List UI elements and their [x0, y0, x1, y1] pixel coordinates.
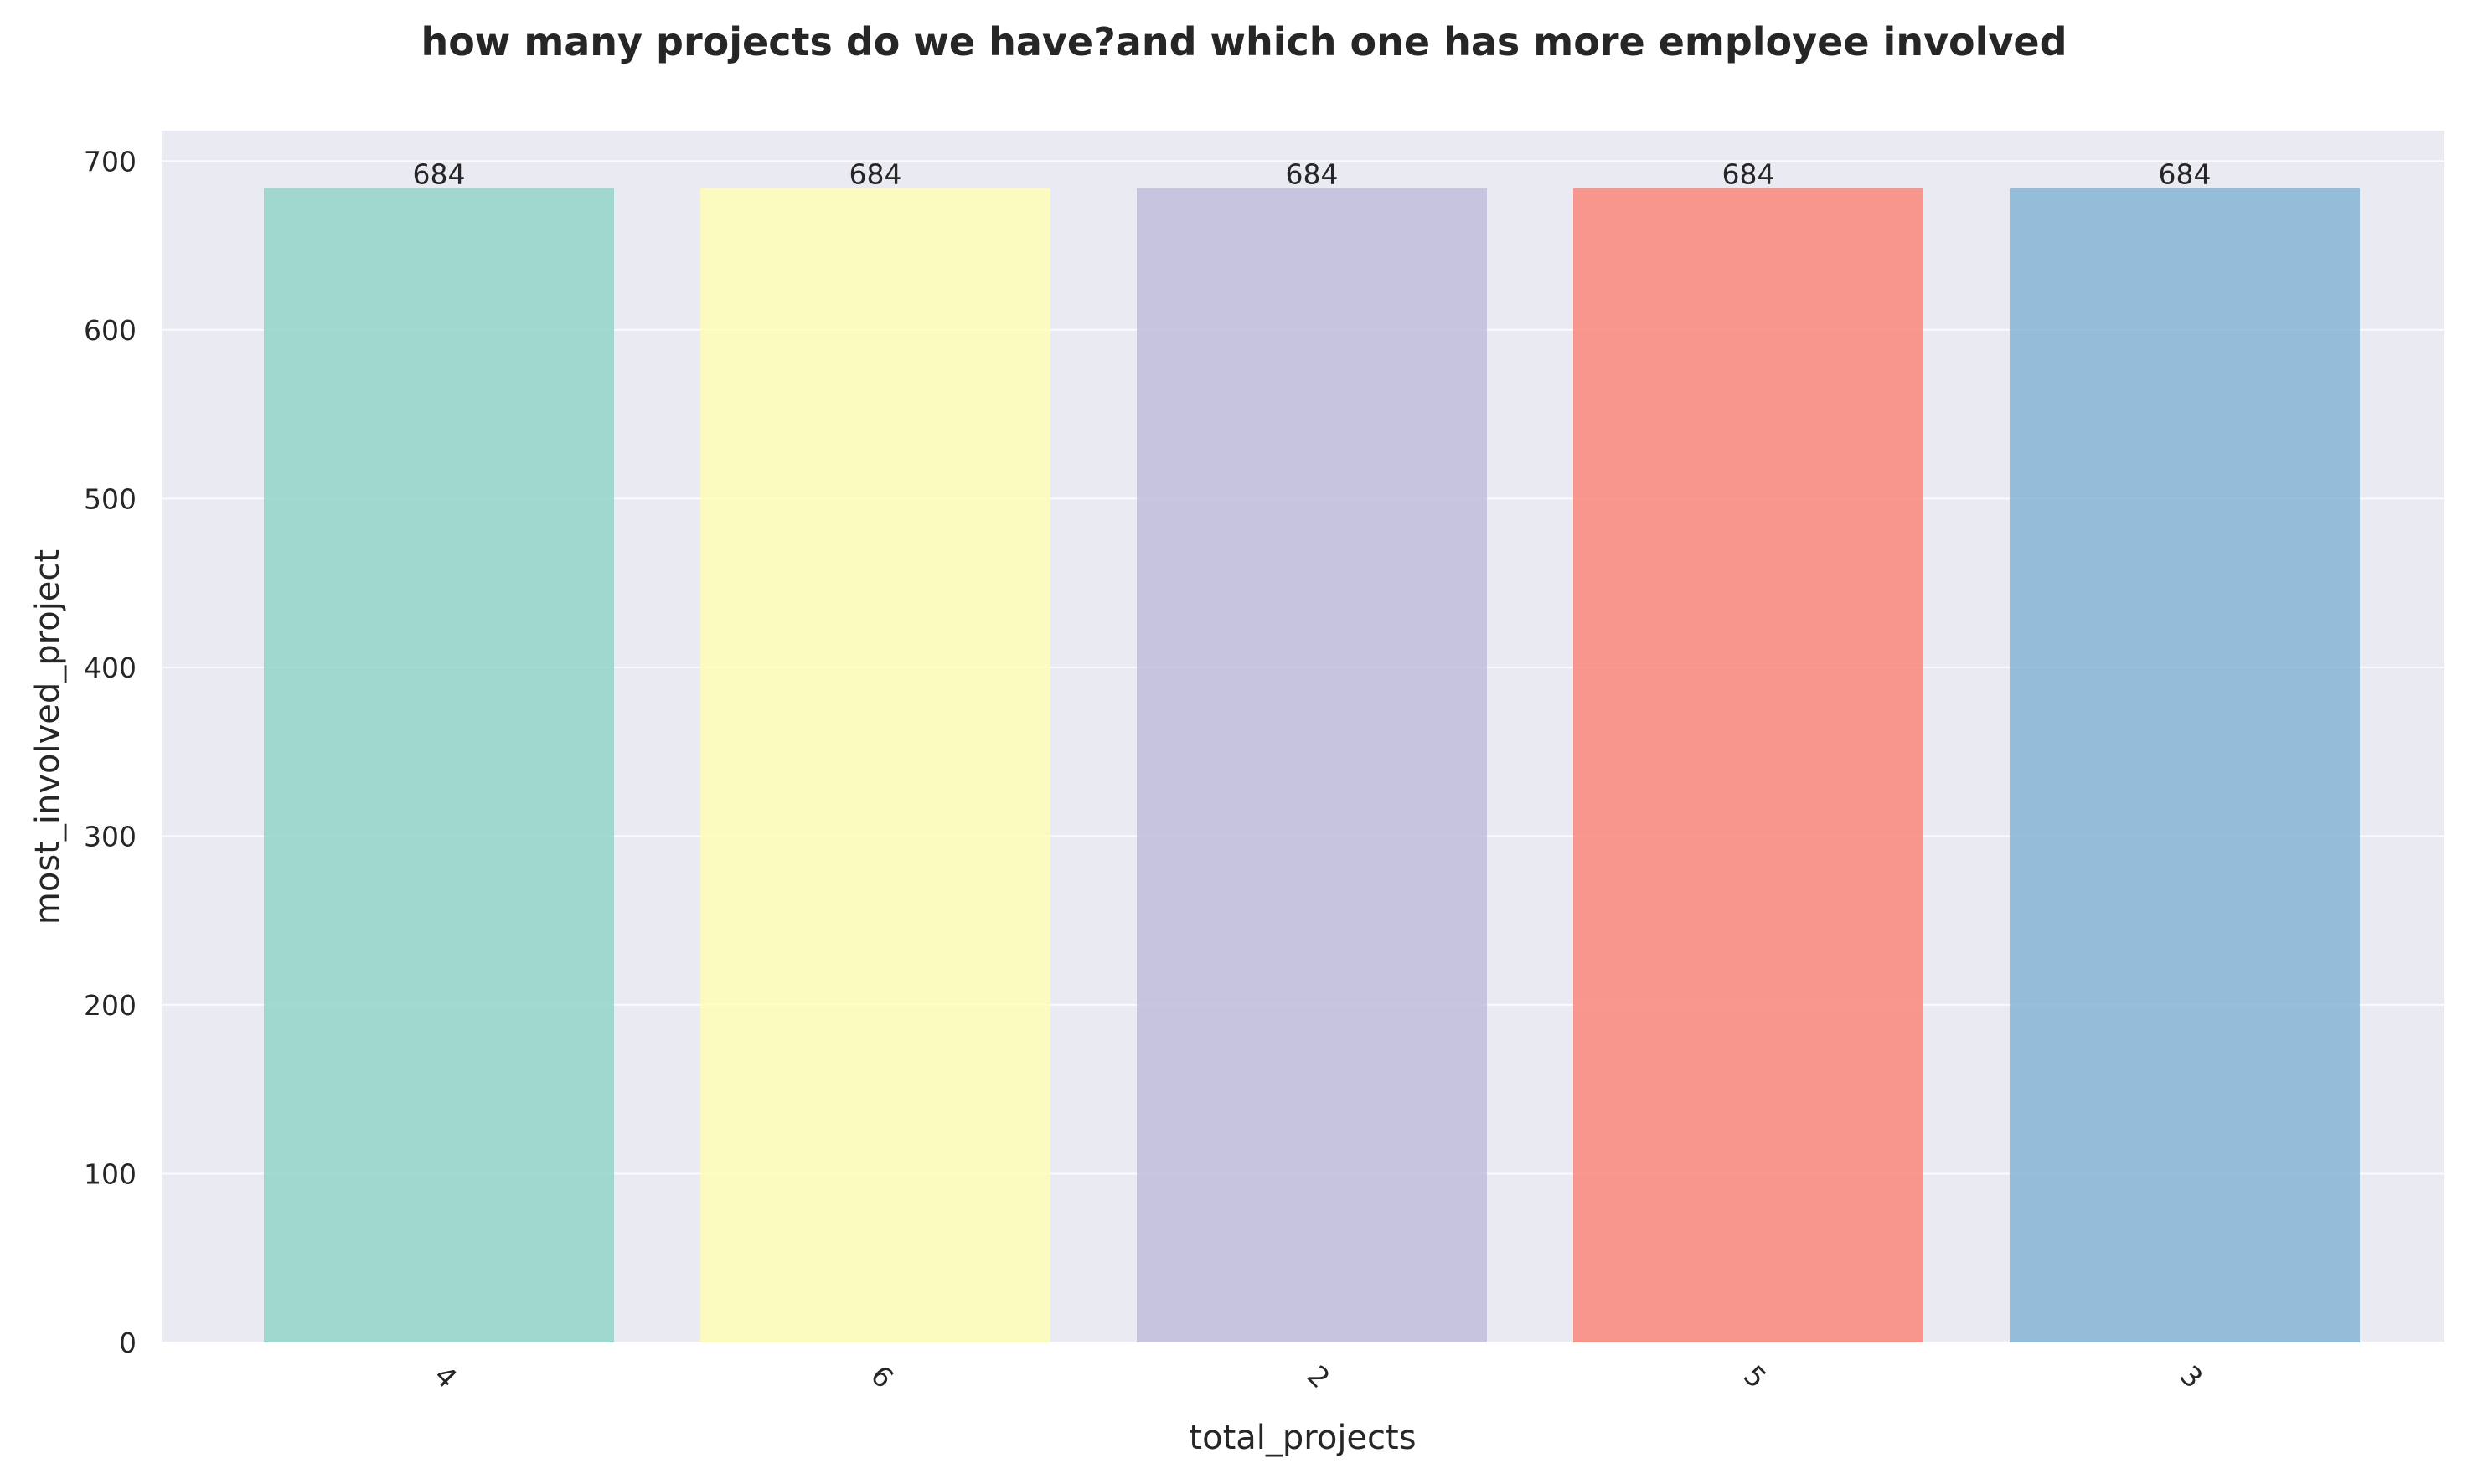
y-tick-label: 100	[84, 1157, 137, 1190]
x-tick-label: 2	[1301, 1359, 1336, 1394]
chart-title: how many projects do we have?and which o…	[421, 19, 2067, 64]
y-tick-label: 300	[84, 820, 137, 853]
y-tick-label: 600	[84, 314, 137, 347]
bar-5	[1573, 188, 1923, 1343]
bar-value-label: 684	[413, 158, 466, 191]
bars	[264, 188, 2360, 1343]
y-axis-label: most_involved_project	[28, 549, 67, 925]
bar-4	[264, 188, 614, 1343]
bar-value-label: 684	[1722, 158, 1775, 191]
x-tick-label: 4	[428, 1359, 463, 1394]
x-axis-label: total_projects	[1189, 1419, 1416, 1457]
bar-6	[700, 188, 1050, 1343]
y-tick-label: 500	[84, 482, 137, 515]
x-tick-label: 6	[865, 1359, 900, 1394]
y-tick-label: 700	[84, 145, 137, 178]
x-tick-label: 3	[2174, 1359, 2209, 1394]
bar-value-label: 684	[1286, 158, 1339, 191]
bar-2	[1137, 188, 1487, 1343]
y-tick-label: 0	[119, 1327, 137, 1359]
y-tick-label: 400	[84, 652, 137, 684]
bar-value-label: 684	[849, 158, 902, 191]
x-tick-label: 5	[1737, 1359, 1773, 1394]
y-axis-ticks: 0 100 200 300 400 500 600 700	[84, 145, 137, 1359]
data-labels: 684 684 684 684 684	[413, 158, 2212, 191]
x-axis-ticks: 4 6 2 5 3	[428, 1359, 2209, 1394]
bar-3	[2010, 188, 2360, 1343]
bar-value-label: 684	[2159, 158, 2212, 191]
y-tick-label: 200	[84, 989, 137, 1022]
